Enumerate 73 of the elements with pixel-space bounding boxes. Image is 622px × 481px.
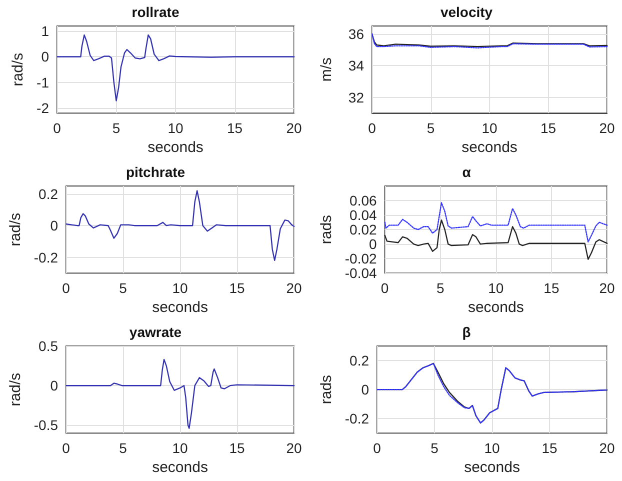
y-axis-title: m/s: [318, 57, 335, 82]
line-series: [56, 34, 295, 102]
x-tick-label: 10: [488, 280, 504, 296]
y-tick-label: 34: [348, 58, 364, 74]
x-tick-label: 15: [540, 120, 556, 136]
y-tick-label: 36: [348, 26, 364, 42]
y-tick-label: 32: [348, 89, 364, 106]
x-tick-label: 20: [599, 120, 615, 136]
y-tick-label: 0.2: [38, 186, 58, 202]
line-series: [65, 358, 295, 429]
x-tick-label: 0: [62, 280, 70, 296]
y-tick-label: -0.2: [34, 249, 58, 266]
y-tick-label: 0: [41, 48, 50, 65]
x-tick-label: 0: [62, 440, 70, 456]
y-tick-label: -0.04: [344, 265, 378, 282]
chart-title: pitchrate: [126, 164, 186, 180]
y-tick-label: 0.2: [350, 352, 370, 369]
y-tick-label: 0: [50, 218, 58, 234]
x-tick-label: 5: [436, 280, 444, 296]
x-axis-title: seconds: [148, 139, 204, 156]
x-axis-title: seconds: [462, 139, 518, 156]
line-series: [65, 190, 295, 262]
x-tick-label: 5: [119, 440, 128, 456]
y-axis-title: rads: [318, 214, 335, 244]
chart-title: yawrate: [129, 324, 182, 340]
x-tick-label: 20: [599, 440, 615, 456]
x-tick-label: 15: [226, 120, 243, 136]
x-tick-label: 10: [172, 280, 188, 296]
x-axis-title: seconds: [152, 459, 208, 476]
x-tick-label: 5: [430, 440, 439, 456]
x-tick-label: 5: [119, 280, 128, 296]
x-tick-label: 20: [599, 280, 615, 296]
line-series: [384, 220, 608, 260]
x-tick-label: 0: [380, 280, 389, 296]
y-tick-label: 0.04: [350, 207, 378, 224]
y-tick-label: -1: [36, 74, 50, 90]
x-tick-label: 10: [168, 120, 184, 136]
y-axis-title: rad/s: [10, 52, 27, 86]
y-tick-label: 0: [361, 382, 370, 398]
y-tick-label: -0.5: [34, 417, 58, 434]
y-tick-label: -2: [36, 100, 50, 116]
y-tick-label: 0: [369, 236, 378, 252]
x-tick-label: 10: [172, 440, 188, 456]
x-tick-label: 20: [286, 120, 302, 136]
x-tick-label: 5: [426, 120, 435, 136]
y-axis-title: rads: [318, 374, 335, 404]
y-tick-label: 1: [41, 23, 50, 40]
y-axis-title: rad/s: [7, 372, 24, 406]
y-tick-label: 0.5: [38, 338, 58, 354]
chart-title: velocity: [440, 4, 493, 20]
y-tick-label: 0.02: [350, 222, 378, 238]
x-tick-label: 15: [229, 440, 246, 456]
y-tick-label: -0.02: [344, 250, 378, 267]
line-series: [384, 202, 608, 242]
x-tick-label: 15: [229, 280, 246, 296]
x-tick-label: 10: [482, 120, 498, 136]
x-axis-title: seconds: [468, 299, 524, 316]
chart-title: rollrate: [132, 4, 180, 20]
x-tick-label: 20: [286, 280, 302, 296]
chart-title: β: [462, 324, 472, 340]
chart-title: α: [462, 164, 472, 180]
x-axis-title: seconds: [464, 459, 520, 476]
x-tick-label: 20: [286, 440, 302, 456]
x-axis-title: seconds: [152, 299, 208, 316]
y-tick-label: 0: [50, 378, 58, 394]
y-axis-title: rad/s: [7, 212, 24, 246]
x-tick-label: 10: [484, 440, 500, 456]
x-tick-label: 15: [544, 280, 560, 296]
y-tick-label: 0.06: [350, 192, 378, 209]
x-tick-label: 5: [112, 120, 120, 136]
x-tick-label: 15: [542, 440, 558, 456]
line-series: [376, 362, 608, 424]
y-tick-label: -0.2: [344, 410, 370, 427]
